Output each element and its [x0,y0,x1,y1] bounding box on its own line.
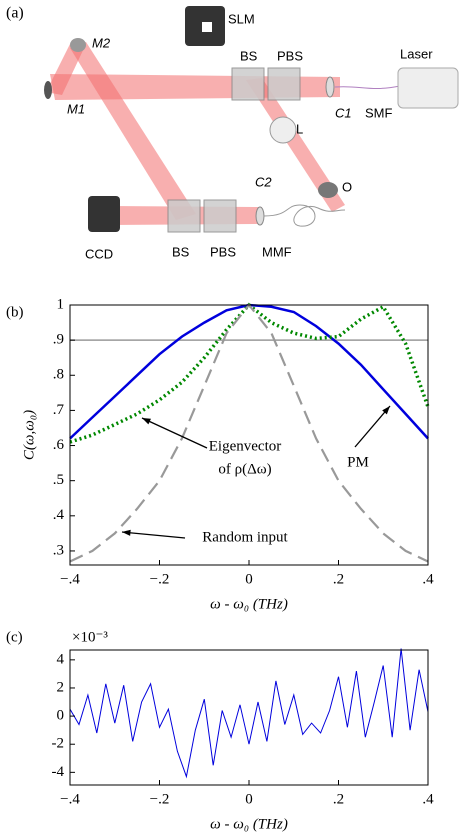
y-tick-label: 2 [57,679,65,695]
mirror [44,81,52,99]
axes-frame [69,649,429,786]
annotation: PM [347,454,369,470]
annotation: Random input [202,529,288,545]
axes-frame [69,304,429,566]
component-label: O [342,179,352,194]
component-label: C2 [255,174,272,189]
line-series [69,303,429,563]
fiber [263,204,346,227]
bs [231,67,265,101]
component-label: M2 [92,35,111,50]
x-axis-label: ω - ω₀ (THz) [210,596,288,612]
setup-labels: SLM BS PBS Laser M2 M1 C1 SMF L O C2 CCD BS PBS MMF [67,11,433,261]
y-tick-label: -2 [52,736,65,752]
slm-screen [202,22,212,32]
y-tick-label: .4 [53,507,65,523]
y-tick-label: 1 [57,296,65,312]
y-axis-label: C(ω,ω₀) [21,410,37,460]
component-label: M1 [67,101,85,116]
ccd [88,196,120,232]
lens [255,206,265,226]
pbs [267,67,301,101]
x-axis-label: ω - ω₀ (THz) [210,816,288,832]
x-tick-label: 0 [245,791,253,807]
x-tick-label: −.2 [150,571,170,587]
component-label: C1 [335,105,352,120]
y-tick-label: .6 [53,437,65,453]
line-series [69,648,429,779]
component-label: MMF [262,244,292,259]
y-tick-label: .8 [53,367,64,383]
bs [167,199,201,233]
component-label: SMF [365,105,393,120]
x-tick-label: .4 [422,571,434,587]
y-tick-label: .9 [53,332,64,348]
component-label: Laser [400,46,433,61]
arrow-head [122,529,131,536]
x-tick-label: 0 [245,571,253,587]
panel-label: (b) [6,304,24,320]
arrow-shaft [354,405,391,448]
component-label: BS [172,244,190,259]
arrow-shaft [141,417,208,449]
x-tick-label: .2 [333,791,344,807]
y-tick-label: .5 [53,472,64,488]
x-tick-label: −.4 [60,571,80,587]
y-tick-label: .7 [53,402,65,418]
axis-multiplier: ×10⁻³ [72,629,108,645]
arrow-shaft [121,531,186,539]
setup-diagram: (a) [6,5,459,233]
arrow-head [142,418,151,425]
x-tick-label: −.4 [60,791,80,807]
component-label: BS [240,48,258,63]
y-tick-label: -4 [52,764,65,780]
component-label: SLM [228,11,255,26]
line-series [69,302,430,444]
fiber [334,85,401,89]
annotation: Eigenvector [209,438,281,454]
component-label: CCD [85,246,113,261]
mirror [70,38,86,52]
x-tick-label: .2 [333,571,344,587]
panel-label: (a) [6,5,24,22]
y-tick-label: .3 [53,542,64,558]
y-tick-label: 0 [57,708,65,724]
beam [246,78,345,212]
component-label: PBS [277,48,303,63]
y-tick-label: 4 [57,651,65,667]
arrow-head [382,406,390,415]
annotation: of ρ(Δω) [218,461,271,477]
lens [325,76,335,98]
lens [269,116,297,144]
x-tick-label: −.2 [150,791,170,807]
pbs [203,199,237,233]
line-series [69,303,429,440]
panel-label: (c) [6,629,23,645]
laser [397,67,459,109]
component-label: L [296,121,303,136]
beam [70,42,196,220]
x-tick-label: .4 [422,791,434,807]
component-label: PBS [210,244,236,259]
objective [318,182,338,198]
